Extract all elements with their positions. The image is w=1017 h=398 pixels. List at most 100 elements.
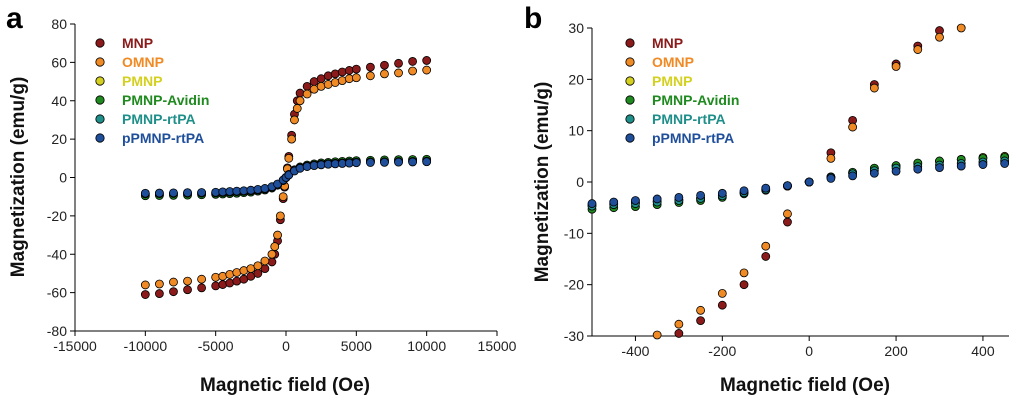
legend-marker — [95, 95, 105, 105]
panel-a-legend: MNP OMNP PMNP PMNP-Avidin PMNP-rtPA pPMNP-rtP… — [95, 35, 209, 146]
data-point-mnp — [674, 329, 684, 338]
data-point-omnp — [278, 192, 288, 202]
panel-b-label: b — [524, 2, 542, 35]
legend-label: OMNP — [652, 54, 694, 70]
y-tick-label: 60 — [51, 54, 67, 70]
legend-label: OMNP — [122, 54, 164, 70]
y-tick-label: -10 — [564, 225, 584, 241]
data-point-omnp — [783, 209, 792, 219]
panel-a-points — [140, 56, 432, 299]
data-point-mnp — [218, 280, 228, 289]
data-point-ppmnp-rtpa — [739, 186, 749, 196]
legend-label: PMNP — [122, 73, 162, 89]
data-point-mnp — [211, 281, 221, 291]
data-point-omnp — [717, 288, 727, 298]
data-point-omnp — [154, 279, 164, 289]
panel-a-xlabel: Magnetic field (Oe) — [200, 375, 370, 396]
data-point-omnp — [275, 211, 285, 221]
data-point-ppmnp-rtpa — [761, 183, 771, 193]
x-tick-label: 0 — [805, 343, 813, 359]
data-point-omnp — [183, 276, 192, 286]
data-point-omnp — [140, 280, 150, 290]
data-point-omnp — [380, 69, 389, 79]
data-point-omnp — [287, 134, 297, 144]
data-point-omnp — [891, 62, 901, 71]
legend-marker — [625, 38, 635, 48]
x-tick-label: 0 — [282, 338, 290, 354]
legend-label: pPMNP-rtPA — [652, 130, 734, 146]
data-point-ppmnp-rtpa — [380, 157, 389, 167]
data-point-mnp — [140, 290, 150, 299]
data-point-omnp — [935, 32, 944, 42]
panel-b-axes: -400 -200 0 200 400 -30 -20 -10 0 10 20 30 — [564, 20, 1009, 359]
panel-b-ylabel: Magnetization (emu/g) — [532, 82, 553, 283]
legend-marker — [625, 76, 635, 86]
y-tick-label: -60 — [47, 285, 67, 301]
y-tick-label: 0 — [576, 174, 584, 190]
y-tick-label: 20 — [568, 71, 584, 87]
data-point-ppmnp-rtpa — [848, 171, 858, 181]
legend-label: PMNP-Avidin — [122, 92, 209, 108]
data-point-omnp — [956, 23, 966, 33]
data-point-omnp — [273, 230, 282, 240]
data-point-ppmnp-rtpa — [696, 190, 705, 200]
data-point-omnp — [848, 122, 858, 132]
y-tick-label: -20 — [564, 277, 584, 293]
data-point-ppmnp-rtpa — [609, 197, 619, 207]
data-point-omnp — [290, 115, 299, 125]
chart-panel-a: a -15000 -10000 -5000 0 5000 10000 15000 -80 -60… — [6, 2, 517, 396]
data-point-mnp — [337, 67, 347, 77]
y-tick-label: 80 — [51, 16, 67, 32]
data-point-ppmnp-rtpa — [140, 188, 150, 198]
data-point-ppmnp-rtpa — [1000, 159, 1010, 168]
x-tick-label: -15000 — [53, 338, 97, 354]
y-tick-label: -80 — [47, 323, 67, 339]
data-point-ppmnp-rtpa — [956, 161, 966, 171]
legend-label: PMNP-rtPA — [652, 111, 726, 127]
data-point-mnp — [197, 283, 207, 293]
panel-b-points — [587, 23, 1010, 340]
chart-panel-b: b -400 -200 0 200 400 -30 -20 -10 0 10 20 30 MNP OMN… — [524, 2, 1010, 396]
legend-marker — [95, 133, 105, 143]
data-point-omnp — [394, 68, 403, 78]
data-point-ppmnp-rtpa — [826, 174, 836, 183]
data-point-omnp — [674, 319, 684, 329]
y-tick-label: -40 — [47, 246, 67, 262]
legend-marker — [95, 57, 105, 67]
data-point-mnp — [154, 289, 164, 298]
data-point-mnp — [422, 56, 432, 65]
data-point-mnp — [761, 252, 771, 261]
data-point-ppmnp-rtpa — [783, 181, 792, 190]
legend-marker — [95, 114, 105, 124]
legend-marker — [95, 76, 105, 86]
panel-b-legend: MNP OMNP PMNP PMNP-Avidin PMNP-rtPA pPMNP-rtP… — [625, 35, 739, 146]
x-tick-label: -5000 — [198, 338, 234, 354]
data-point-omnp — [869, 83, 879, 93]
data-point-omnp — [197, 274, 207, 284]
data-point-omnp — [284, 153, 294, 163]
data-point-mnp — [365, 62, 375, 72]
data-point-mnp — [394, 58, 403, 68]
data-point-ppmnp-rtpa — [587, 199, 597, 208]
data-point-mnp — [183, 285, 192, 295]
data-point-mnp — [696, 316, 705, 326]
data-point-ppmnp-rtpa — [869, 168, 879, 178]
panel-a-label: a — [6, 2, 23, 35]
x-tick-label: 10000 — [407, 338, 446, 354]
data-point-mnp — [717, 300, 727, 310]
data-point-omnp — [365, 71, 375, 81]
data-point-ppmnp-rtpa — [183, 188, 192, 198]
data-point-ppmnp-rtpa — [169, 188, 178, 198]
data-point-omnp — [292, 104, 302, 113]
data-point-omnp — [267, 249, 277, 259]
x-tick-label: -200 — [708, 343, 736, 359]
data-point-omnp — [302, 89, 312, 99]
panel-b-xlabel: Magnetic field (Oe) — [720, 375, 890, 396]
y-tick-label: 20 — [51, 131, 67, 147]
legend-label: PMNP-Avidin — [652, 92, 739, 108]
y-tick-label: -20 — [47, 208, 67, 224]
data-point-omnp — [761, 241, 771, 251]
data-point-mnp — [783, 217, 792, 227]
data-point-ppmnp-rtpa — [631, 196, 640, 205]
x-tick-label: 5000 — [341, 338, 372, 354]
